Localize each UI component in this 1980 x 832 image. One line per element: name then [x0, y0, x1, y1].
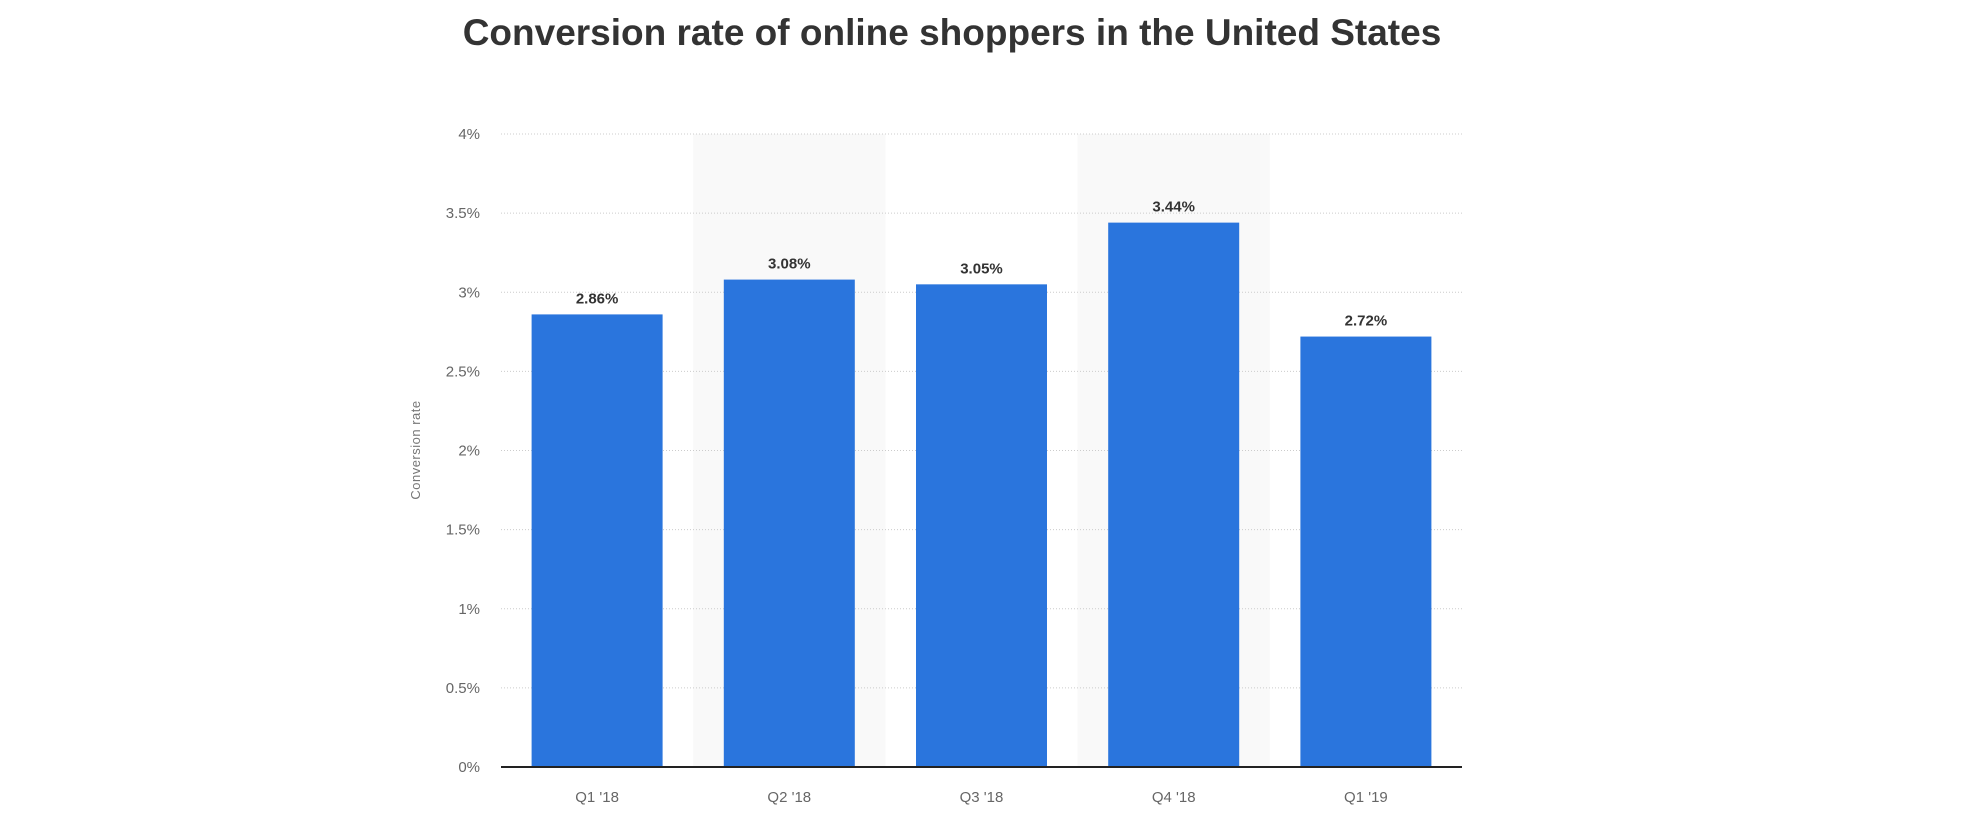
- y-tick-label: 2.5%: [446, 363, 480, 380]
- data-label: 2.86%: [576, 290, 619, 307]
- x-tick-label: Q2 '18: [767, 789, 811, 806]
- y-tick-label: 4%: [458, 126, 480, 143]
- y-tick-label: 0%: [458, 759, 480, 776]
- x-tick-label: Q3 '18: [960, 789, 1004, 806]
- data-label: 3.05%: [960, 260, 1003, 277]
- bar: [531, 314, 663, 767]
- chart-title: Conversion rate of online shoppers in th…: [462, 12, 1442, 53]
- bar: [916, 284, 1047, 767]
- y-tick-label: 0.5%: [446, 680, 480, 697]
- y-tick-label: 1%: [458, 601, 480, 618]
- x-tick-label: Q1 '19: [1344, 789, 1388, 806]
- data-label: 3.44%: [1152, 199, 1195, 216]
- data-label: 2.72%: [1345, 313, 1388, 330]
- x-tick-label: Q4 '18: [1152, 789, 1196, 806]
- y-tick-label: 3%: [458, 284, 480, 301]
- y-axis-label: Conversion rate: [408, 400, 423, 499]
- data-label: 3.08%: [768, 256, 811, 273]
- y-tick-label: 1.5%: [446, 522, 480, 539]
- bar: [723, 279, 855, 767]
- x-tick-label: Q1 '18: [575, 789, 619, 806]
- bar: [1300, 336, 1432, 767]
- y-tick-label: 2%: [458, 443, 480, 460]
- bar: [1108, 222, 1240, 767]
- y-tick-label: 3.5%: [446, 205, 480, 222]
